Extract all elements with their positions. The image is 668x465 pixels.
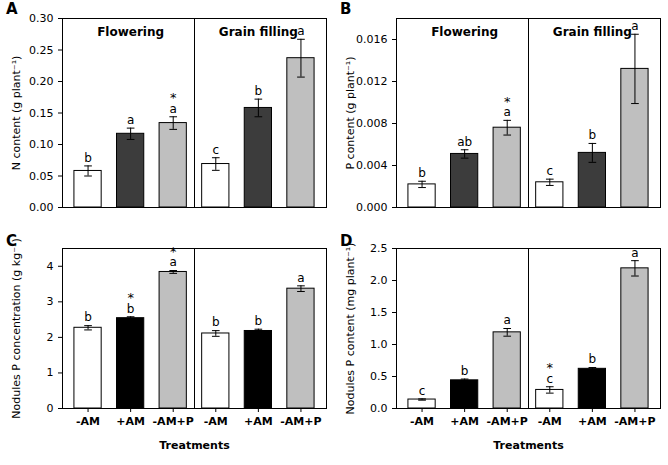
svg-text:-AM+P: -AM+P xyxy=(153,415,194,428)
svg-text:Nodules P concentration (g kg⁻: Nodules P concentration (g kg⁻¹) xyxy=(10,238,23,418)
svg-text:b: b xyxy=(589,128,597,142)
svg-text:0.004: 0.004 xyxy=(356,159,388,172)
svg-text:1: 1 xyxy=(47,366,54,379)
svg-text:*: * xyxy=(547,360,554,375)
svg-text:ab: ab xyxy=(457,135,472,149)
svg-text:-AM+P: -AM+P xyxy=(614,415,655,428)
svg-text:b: b xyxy=(84,310,92,324)
svg-text:0.008: 0.008 xyxy=(356,117,388,130)
svg-text:Treatments: Treatments xyxy=(159,439,230,452)
svg-text:*: * xyxy=(170,90,177,105)
svg-text:1.5: 1.5 xyxy=(370,306,388,319)
svg-text:-AM: -AM xyxy=(538,415,562,428)
svg-text:a: a xyxy=(127,113,134,127)
svg-text:a: a xyxy=(504,313,511,327)
svg-text:Grain filling: Grain filling xyxy=(219,25,298,39)
svg-text:a: a xyxy=(297,271,304,285)
svg-text:0.0: 0.0 xyxy=(370,402,388,415)
svg-text:Nodules P content (mg plant⁻¹): Nodules P content (mg plant⁻¹) xyxy=(344,243,357,415)
svg-text:2: 2 xyxy=(47,331,54,344)
svg-text:c: c xyxy=(212,143,219,157)
svg-text:0.20: 0.20 xyxy=(29,75,54,88)
svg-text:b: b xyxy=(461,364,469,378)
svg-text:Treatments: Treatments xyxy=(493,439,564,452)
svg-text:N content (g plant⁻¹): N content (g plant⁻¹) xyxy=(10,56,23,171)
svg-text:2.0: 2.0 xyxy=(370,274,388,287)
svg-text:-AM+P: -AM+P xyxy=(487,415,528,428)
svg-text:0.000: 0.000 xyxy=(356,201,388,214)
svg-text:0.00: 0.00 xyxy=(29,201,54,214)
svg-text:+AM: +AM xyxy=(450,415,479,428)
svg-text:+AM: +AM xyxy=(578,415,607,428)
svg-text:0.5: 0.5 xyxy=(370,370,388,383)
svg-text:0.10: 0.10 xyxy=(29,138,54,151)
svg-text:+AM: +AM xyxy=(116,415,145,428)
svg-text:*: * xyxy=(504,94,511,109)
svg-text:a: a xyxy=(631,246,638,260)
svg-text:b: b xyxy=(589,352,597,366)
svg-text:-AM+P: -AM+P xyxy=(280,415,321,428)
svg-text:a: a xyxy=(631,19,638,33)
svg-text:a: a xyxy=(297,24,304,38)
svg-text:b: b xyxy=(212,315,220,329)
svg-text:0.05: 0.05 xyxy=(29,170,54,183)
svg-text:*: * xyxy=(127,290,134,305)
svg-text:b: b xyxy=(255,314,263,328)
svg-text:-AM: -AM xyxy=(204,415,228,428)
svg-text:4: 4 xyxy=(47,260,54,273)
svg-text:Grain filling: Grain filling xyxy=(553,25,632,39)
svg-text:c: c xyxy=(419,384,426,398)
svg-text:b: b xyxy=(418,166,426,180)
svg-text:0.15: 0.15 xyxy=(29,107,54,120)
svg-text:c: c xyxy=(546,164,553,178)
svg-text:0: 0 xyxy=(47,402,54,415)
svg-text:2.5: 2.5 xyxy=(370,242,388,255)
svg-text:1.0: 1.0 xyxy=(370,338,388,351)
svg-text:*: * xyxy=(170,244,177,259)
svg-text:P content (g plant⁻¹): P content (g plant⁻¹) xyxy=(344,56,357,169)
svg-text:Flowering: Flowering xyxy=(431,25,498,39)
svg-text:0.25: 0.25 xyxy=(29,44,54,57)
svg-text:0.016: 0.016 xyxy=(356,33,388,46)
svg-text:-AM: -AM xyxy=(410,415,434,428)
svg-text:b: b xyxy=(84,151,92,165)
svg-text:0.30: 0.30 xyxy=(29,12,54,25)
svg-text:Flowering: Flowering xyxy=(97,25,164,39)
svg-text:-AM: -AM xyxy=(76,415,100,428)
svg-text:0.012: 0.012 xyxy=(356,75,388,88)
svg-text:b: b xyxy=(255,84,263,98)
svg-text:3: 3 xyxy=(47,295,54,308)
svg-text:+AM: +AM xyxy=(244,415,273,428)
